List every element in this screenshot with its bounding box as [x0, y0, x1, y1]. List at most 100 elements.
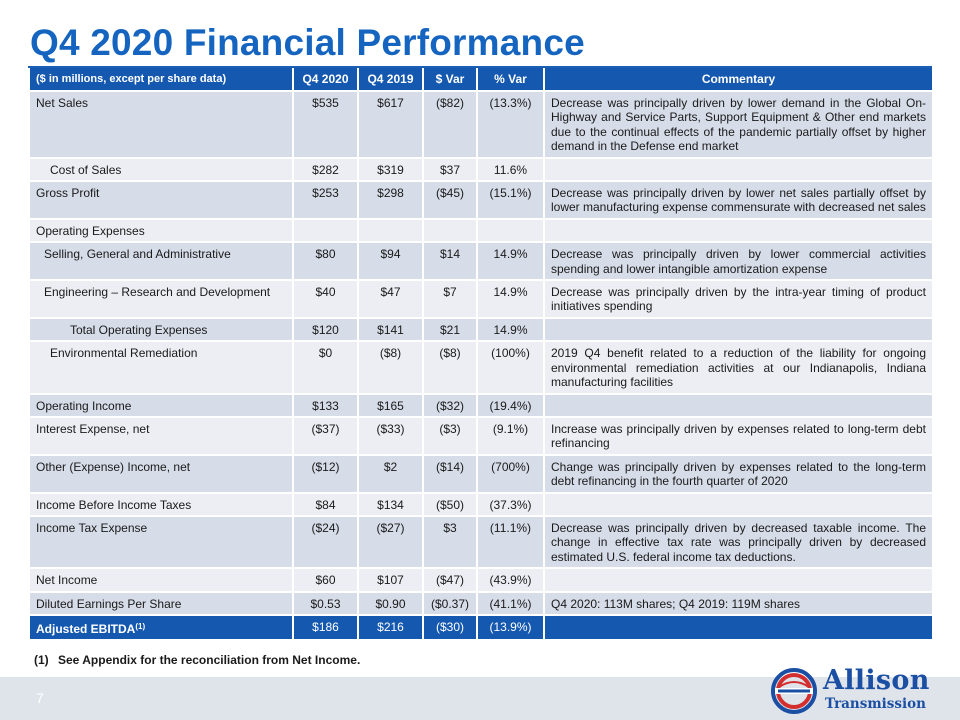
table-row: Selling, General and Administrative $80 …	[30, 243, 932, 282]
logo-wordmark: Allison	[823, 665, 930, 696]
cell-q4-2020: $40	[294, 281, 359, 319]
cell-dollar-var: $3	[424, 516, 478, 570]
cell-q4-2019: $2	[359, 455, 424, 494]
cell-pct-var: (13.9%)	[478, 615, 545, 642]
header-commentary: Commentary	[545, 68, 932, 92]
cell-q4-2019: ($27)	[359, 516, 424, 570]
cell-q4-2020: $84	[294, 493, 359, 517]
page-number: 7	[36, 690, 44, 706]
cell-commentary: Increase was principally driven by expen…	[545, 417, 932, 456]
allison-transmission-logo: Allison Transmission	[770, 665, 940, 715]
cell-commentary: 2019 Q4 benefit related to a reduction o…	[545, 342, 932, 395]
cell-dollar-var: ($50)	[424, 493, 478, 517]
cell-q4-2020: $0.53	[294, 592, 359, 616]
cell-commentary: Decrease was principally driven by lower…	[545, 243, 932, 282]
cell-q4-2019: ($33)	[359, 417, 424, 456]
cell-q4-2020: $120	[294, 318, 359, 343]
row-label: Operating Expenses	[30, 219, 294, 244]
cell-commentary: Q4 2020: 113M shares; Q4 2019: 119M shar…	[545, 592, 932, 616]
allison-logo-mark-icon	[771, 668, 817, 714]
cell-commentary: Decrease was principally driven by lower…	[545, 182, 932, 220]
table-row: Income Before Income Taxes $84 $134 ($50…	[30, 493, 932, 517]
cell-q4-2020: ($37)	[294, 417, 359, 456]
cell-commentary: Decrease was principally driven by decre…	[545, 516, 932, 570]
row-label: Cost of Sales	[30, 158, 294, 183]
cell-q4-2020	[294, 219, 359, 244]
cell-q4-2020: $535	[294, 92, 359, 159]
cell-q4-2020: ($12)	[294, 455, 359, 494]
financial-performance-table: ($ in millions, except per share data) Q…	[30, 68, 932, 642]
cell-q4-2020: $186	[294, 615, 359, 642]
cell-commentary: Decrease was principally driven by the i…	[545, 281, 932, 319]
table-row: Other (Expense) Income, net ($12) $2 ($1…	[30, 455, 932, 494]
cell-q4-2019: $0.90	[359, 592, 424, 616]
cell-dollar-var: $7	[424, 281, 478, 319]
table-row: Gross Profit $253 $298 ($45) (15.1%) Dec…	[30, 182, 932, 220]
cell-q4-2020: $0	[294, 342, 359, 395]
table-header-row: ($ in millions, except per share data) Q…	[30, 68, 932, 92]
row-label: Net Income	[30, 569, 294, 593]
cell-q4-2019: $319	[359, 158, 424, 183]
cell-q4-2019: $107	[359, 569, 424, 593]
row-label: Income Tax Expense	[30, 516, 294, 570]
cell-q4-2019: $165	[359, 394, 424, 418]
cell-commentary: Change was principally driven by expense…	[545, 455, 932, 494]
cell-commentary	[545, 569, 932, 593]
cell-pct-var: (37.3%)	[478, 493, 545, 517]
row-label: Environmental Remediation	[30, 342, 294, 395]
header-dollar-var: $ Var	[424, 68, 478, 92]
header-q4-2019: Q4 2019	[359, 68, 424, 92]
row-label: Interest Expense, net	[30, 417, 294, 456]
cell-commentary	[545, 493, 932, 517]
row-label: Gross Profit	[30, 182, 294, 220]
row-label: Diluted Earnings Per Share	[30, 592, 294, 616]
cell-q4-2020: $60	[294, 569, 359, 593]
table-row: Operating Income $133 $165 ($32) (19.4%)	[30, 394, 932, 418]
cell-dollar-var	[424, 219, 478, 244]
row-label: Selling, General and Administrative	[30, 243, 294, 282]
cell-dollar-var: ($45)	[424, 182, 478, 220]
table-row: Total Operating Expenses $120 $141 $21 1…	[30, 318, 932, 343]
cell-pct-var: (15.1%)	[478, 182, 545, 220]
cell-pct-var: 11.6%	[478, 158, 545, 183]
cell-commentary	[545, 219, 932, 244]
cell-dollar-var: ($14)	[424, 455, 478, 494]
cell-q4-2019	[359, 219, 424, 244]
table-row: Interest Expense, net ($37) ($33) ($3) (…	[30, 417, 932, 456]
title-divider	[28, 66, 932, 68]
logo-subwordmark: Transmission	[825, 696, 926, 712]
cell-pct-var: (19.4%)	[478, 394, 545, 418]
cell-pct-var: 14.9%	[478, 281, 545, 319]
table-row: Diluted Earnings Per Share $0.53 $0.90 (…	[30, 592, 932, 616]
row-label: Income Before Income Taxes	[30, 493, 294, 517]
cell-pct-var: (700%)	[478, 455, 545, 494]
cell-commentary	[545, 394, 932, 418]
cell-pct-var: (41.1%)	[478, 592, 545, 616]
cell-q4-2019: $298	[359, 182, 424, 220]
cell-commentary: Decrease was principally driven by lower…	[545, 92, 932, 159]
cell-dollar-var: ($3)	[424, 417, 478, 456]
table-row: Cost of Sales $282 $319 $37 11.6%	[30, 158, 932, 183]
cell-pct-var: 14.9%	[478, 243, 545, 282]
table-row: Income Tax Expense ($24) ($27) $3 (11.1%…	[30, 516, 932, 570]
table-row: Net Income $60 $107 ($47) (43.9%)	[30, 569, 932, 593]
cell-q4-2019: ($8)	[359, 342, 424, 395]
cell-pct-var: (100%)	[478, 342, 545, 395]
row-label: Adjusted EBITDA(1)	[30, 615, 294, 642]
row-label: Engineering – Research and Development	[30, 281, 294, 319]
cell-q4-2019: $216	[359, 615, 424, 642]
row-label: Total Operating Expenses	[30, 318, 294, 343]
cell-commentary	[545, 318, 932, 343]
cell-dollar-var: ($0.37)	[424, 592, 478, 616]
cell-q4-2019: $141	[359, 318, 424, 343]
footnote: (1) See Appendix for the reconciliation f…	[34, 653, 360, 667]
total-row-label-text: Adjusted EBITDA	[36, 621, 136, 636]
cell-q4-2019: $47	[359, 281, 424, 319]
cell-q4-2020: $282	[294, 158, 359, 183]
slide-title: Q4 2020 Financial Performance	[30, 22, 585, 63]
cell-dollar-var: ($47)	[424, 569, 478, 593]
cell-dollar-var: $14	[424, 243, 478, 282]
row-label: Operating Income	[30, 394, 294, 418]
header-units-label: ($ in millions, except per share data)	[30, 68, 294, 92]
cell-q4-2020: $133	[294, 394, 359, 418]
